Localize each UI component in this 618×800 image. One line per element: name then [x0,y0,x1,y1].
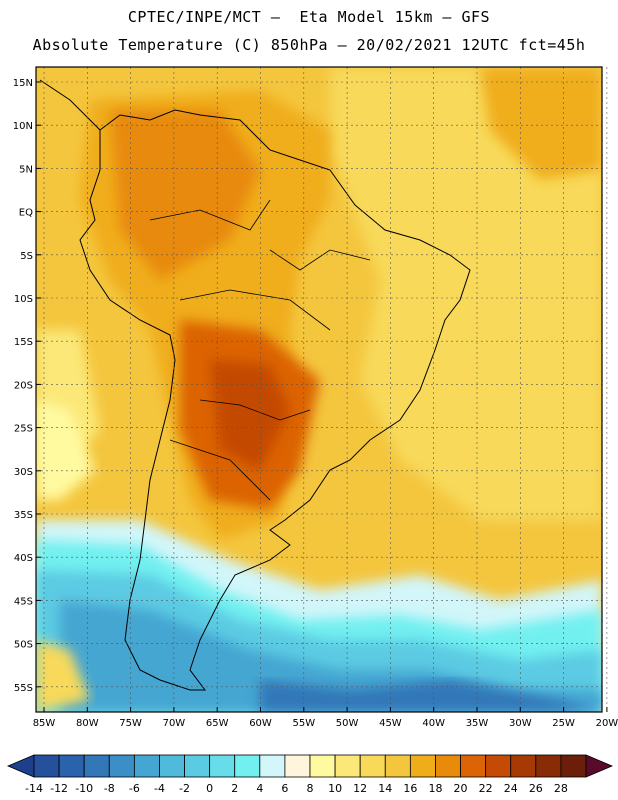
colorbar-swatch [409,754,436,778]
lon-label: 55W [292,718,315,729]
map-frame [35,66,603,713]
colorbar-tick-label: -2 [179,782,190,795]
lon-label: 35W [466,718,489,729]
lat-label: 50S [14,640,33,651]
lon-label: 70W [163,718,186,729]
colorbar-tick-label: -12 [50,782,68,795]
colorbar-tick-label: 28 [554,782,568,795]
lat-label: 45S [14,596,33,607]
lat-label: 5N [19,164,33,175]
colorbar-swatch [133,754,160,778]
colorbar-swatch [384,754,411,778]
colorbar-swatch [284,754,311,778]
lon-label: 45W [379,718,402,729]
colorbar-swatch [460,754,487,778]
colorbar-tick-label: 4 [256,782,263,795]
colorbar-swatch [485,754,512,778]
colorbar-swatch [108,754,135,778]
colorbar-swatch [510,754,537,778]
colorbar-labels: -14 -12 -10 -8 -6 -4 -2 0 2 4 6 8 10 12 14 16 18 20 22 24 26… [25,782,568,795]
lat-label: 15S [14,337,33,348]
colorbar-tick-label: -14 [25,782,43,795]
colorbar-swatch [560,754,587,778]
lat-label: 35S [14,510,33,521]
colorbar-tick-label: 16 [403,782,417,795]
colorbar-tick-label: -6 [129,782,140,795]
colorbar-swatch [83,754,110,778]
colorbar-swatch [259,754,286,778]
colorbar-tick-label: 8 [307,782,314,795]
colorbar-tick-label: 0 [206,782,213,795]
lon-label: 40W [422,718,445,729]
colorbar-tick-label: 10 [328,782,342,795]
colorbar-tick-label: 14 [378,782,392,795]
lat-label: 25S [14,424,33,435]
chart-title-line1: CPTEC/INPE/MCT – Eta Model 15km – GFS [127,8,491,26]
lat-label: 15N [13,78,33,89]
lon-label: 50W [336,718,359,729]
colorbar-tick-label: 24 [504,782,518,795]
graticule [36,67,608,712]
colorbar-swatch [334,754,361,778]
lat-label: 20S [14,380,33,391]
lat-label: 5S [20,251,33,262]
colorbar-swatch [33,754,60,778]
lat-label: 10N [13,121,33,132]
colorbar-tick-label: 26 [529,782,543,795]
colorbar-swatch [159,754,185,778]
colorbar-tick-label: 2 [231,782,238,795]
colorbar-tick-label: 22 [479,782,493,795]
colorbar-swatch [309,754,336,778]
lon-label: 85W [33,718,56,729]
colorbar-tick-label: 18 [428,782,442,795]
colorbar-tick-label: -10 [75,782,93,795]
colorbar-swatch [359,754,386,778]
lat-label: EQ [19,208,33,219]
colorbar [6,754,614,778]
lon-axis: 85W 80W 75W 70W 65W 60W 55W 50W 45W 40W 35W 30W 25W 2… [33,707,618,729]
colorbar-swatch [435,754,461,778]
colorbar-tick-label: 12 [353,782,367,795]
coastline [39,79,471,691]
colorbar-tick-label: -4 [154,782,165,795]
lon-label: 20W [596,718,618,729]
colorbar-min-arrow [6,754,35,778]
lat-label: 10S [14,294,33,305]
colorbar-tick-label: 6 [281,782,288,795]
lon-label: 30W [509,718,532,729]
colorbar-swatch [535,754,562,778]
lon-label: 25W [552,718,575,729]
colorbar-tick-label: -8 [104,782,115,795]
colorbar-swatch [234,754,261,778]
lat-label: 55S [14,683,33,694]
temperature-field [36,67,602,712]
lon-label: 80W [76,718,99,729]
colorbar-max-arrow [585,754,614,778]
lat-axis: 15N 10N 5N EQ 5S 10S 15S 20S 25S 30S 35S 40S 45S 50S 5… [13,78,41,694]
colorbar-swatch [58,754,85,778]
chart-title-line2: Absolute Temperature (C) 850hPa – 20/02/… [32,36,586,54]
colorbar-swatch [209,754,236,778]
colorbar-swatch [184,754,211,778]
lon-label: 60W [249,718,272,729]
lat-label: 40S [14,553,33,564]
lon-label: 75W [119,718,142,729]
lat-label: 30S [14,467,33,478]
colorbar-tick-label: 20 [454,782,468,795]
lon-label: 65W [206,718,229,729]
